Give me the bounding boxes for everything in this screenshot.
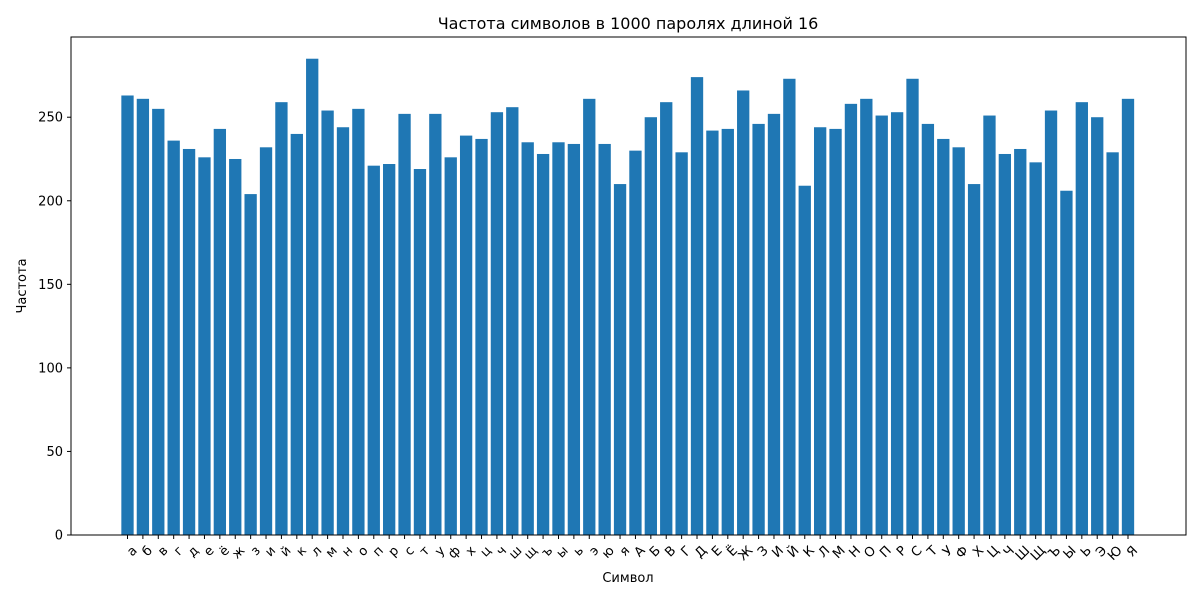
bar-10 [275, 102, 288, 536]
bar-4 [182, 148, 196, 535]
bar-38 [706, 130, 719, 535]
bar-55 [967, 184, 981, 535]
bar-49 [875, 115, 888, 535]
bar-3 [167, 140, 180, 536]
y-axis-ticks: 0 50 100 150 200 250 [38, 111, 71, 544]
bar-0 [121, 95, 134, 536]
bar-41 [752, 123, 765, 536]
bar-29 [567, 143, 581, 535]
bar-57 [998, 153, 1012, 536]
bar-58 [1014, 148, 1027, 535]
bar-7 [229, 158, 242, 536]
bar-47 [844, 103, 858, 535]
bar-20 [429, 113, 442, 536]
bar-13 [321, 110, 334, 535]
bar-39 [721, 128, 734, 535]
bar-11 [290, 133, 303, 535]
y-tick-label-1: 50 [46, 445, 63, 460]
bar-26 [521, 142, 534, 535]
bar-51 [906, 78, 919, 535]
bar-52 [921, 123, 935, 536]
bar-28 [552, 142, 565, 535]
bar-1 [136, 98, 150, 535]
chart-title: Частота символов в 1000 паролях длиной 1… [438, 14, 819, 33]
bar-19 [413, 169, 427, 535]
bar-16 [367, 165, 380, 535]
bar-40 [737, 90, 750, 535]
bar-14 [336, 127, 350, 536]
bar-59 [1029, 162, 1042, 535]
bar-2 [152, 108, 165, 536]
bar-21 [444, 157, 457, 535]
x-axis-label: Символ [602, 571, 653, 586]
bar-42 [767, 113, 781, 536]
bar-45 [814, 127, 827, 536]
bar-50 [890, 112, 904, 535]
plot-frame [70, 36, 1187, 536]
bar-61 [1060, 190, 1073, 536]
bar-27 [536, 153, 550, 536]
bar-31 [598, 143, 611, 535]
bar-5 [198, 157, 211, 535]
bar-54 [952, 147, 965, 536]
bar-24 [490, 112, 504, 535]
y-tick-label-3: 150 [38, 278, 63, 293]
bar-6 [213, 128, 227, 535]
bar-8 [244, 194, 257, 535]
bar-60 [1044, 110, 1058, 535]
bar-17 [383, 164, 396, 535]
bar-23 [475, 138, 488, 535]
bar-34 [644, 117, 657, 536]
bar-30 [583, 98, 596, 535]
bar-43 [783, 78, 796, 535]
bar-25 [506, 107, 519, 535]
bar-44 [798, 185, 811, 536]
bar-48 [860, 98, 873, 535]
bar-65 [1121, 98, 1135, 535]
bar-15 [352, 108, 365, 536]
bar-9 [259, 147, 273, 536]
bar-33 [629, 150, 642, 535]
bars-group [121, 58, 1135, 536]
bar-62 [1075, 102, 1088, 536]
bar-12 [306, 58, 319, 535]
bar-35 [660, 102, 673, 536]
y-tick-label-4: 200 [38, 194, 63, 209]
bar-18 [398, 113, 411, 536]
bar-63 [1091, 117, 1104, 536]
bar-37 [690, 77, 704, 536]
bar-64 [1106, 152, 1119, 535]
bar-46 [829, 128, 842, 535]
bar-32 [613, 184, 627, 535]
y-tick-label-5: 250 [38, 111, 63, 126]
bar-36 [675, 152, 688, 535]
bar-56 [983, 115, 996, 535]
bar-22 [459, 135, 473, 535]
bar-53 [937, 138, 950, 535]
y-tick-label-0: 0 [55, 529, 63, 544]
y-tick-label-2: 100 [38, 361, 63, 376]
y-axis-label: Частота [15, 258, 30, 313]
